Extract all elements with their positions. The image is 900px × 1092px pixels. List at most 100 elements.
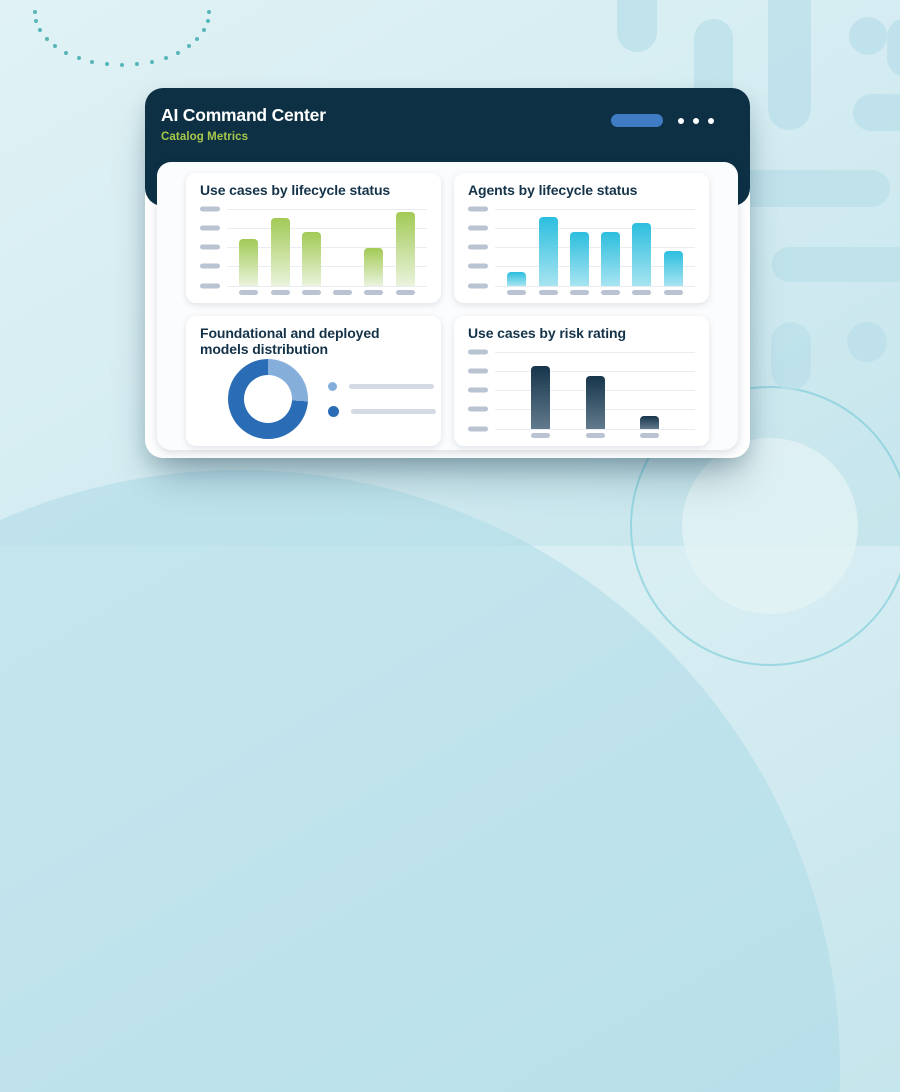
legend-dot [328, 405, 339, 417]
bar [585, 376, 605, 429]
arc-dot-decor [207, 10, 211, 14]
y-axis-tick-dash [200, 206, 220, 212]
arc-dot-decor [90, 59, 95, 64]
content-sheet: Use cases by lifecycle status Agents by l… [157, 162, 738, 450]
plot-column [227, 208, 427, 295]
capsule-decor [772, 247, 900, 282]
y-axis-tick-dash [200, 283, 220, 289]
arc-dot-decor [33, 10, 37, 14]
y-axis-tick-dash [200, 225, 220, 231]
header-pill-button[interactable] [611, 114, 663, 127]
card-title: Use cases by lifecycle status [200, 182, 391, 198]
arc-dot-decor [64, 50, 69, 55]
bar [395, 211, 415, 286]
legend-dot [328, 381, 337, 391]
y-axis-tick-dash [200, 244, 220, 250]
menu-dot [678, 117, 684, 124]
arc-dot-decor [149, 59, 154, 64]
bar [632, 222, 652, 286]
gridline [227, 247, 427, 249]
bar [301, 231, 321, 286]
arc-dot-decor [175, 50, 180, 55]
card-title: Use cases by risk rating [468, 325, 626, 341]
y-axis-tick-dash [468, 426, 488, 432]
gridline [495, 227, 695, 229]
circle-decor [849, 17, 887, 55]
y-axis [468, 206, 488, 289]
menu-dot [693, 117, 699, 124]
bar [239, 239, 259, 286]
arc-dot-decor [186, 44, 191, 49]
bar-chart [468, 206, 695, 295]
arc-dot-decor [53, 44, 58, 49]
plot-area [495, 208, 695, 287]
x-axis [227, 289, 427, 295]
arc-dot-decor [195, 36, 200, 41]
capsule-decor [617, 0, 657, 52]
x-axis-label-dash [632, 289, 652, 295]
x-axis [495, 289, 695, 295]
donut-chart [228, 359, 308, 440]
x-axis-label-dash [507, 289, 527, 295]
x-axis-label-dash [395, 289, 415, 295]
x-axis-label-dash [585, 432, 605, 438]
card-agents-by-lifecycle-status: Agents by lifecycle status [454, 173, 709, 303]
menu-dot [708, 117, 714, 124]
circle-decor [847, 322, 887, 362]
bar [640, 415, 660, 429]
x-axis-label-dash [538, 289, 558, 295]
bar [569, 231, 589, 286]
x-axis-label-dash [569, 289, 589, 295]
gridline [495, 247, 695, 249]
arc-dot-decor [120, 63, 124, 67]
bottom-left-circle-decor [0, 470, 840, 1092]
x-axis-label-dash [333, 289, 353, 295]
bars-group [495, 209, 695, 286]
y-axis-tick-dash [468, 368, 488, 374]
card-title: Foundational and deployed models distrib… [200, 325, 380, 357]
gridline [495, 351, 695, 353]
bar [507, 271, 527, 286]
legend-item [328, 405, 436, 417]
bar-chart [468, 349, 695, 438]
donut-legend [328, 381, 436, 417]
x-axis-label-dash [601, 289, 621, 295]
gridline [495, 370, 695, 372]
y-axis [200, 206, 220, 289]
page-subtitle: Catalog Metrics [161, 131, 249, 143]
x-axis-label-dash [530, 432, 550, 438]
plot-column [495, 351, 695, 438]
x-axis-label-dash [364, 289, 384, 295]
card-use-cases-by-risk-rating: Use cases by risk rating [454, 316, 709, 446]
y-axis-tick-dash [468, 225, 488, 231]
plot-area [495, 351, 695, 430]
bar [538, 217, 558, 286]
bottom-right-filled-circle-decor [682, 438, 858, 614]
capsule-decor [735, 170, 890, 207]
bar [663, 251, 683, 286]
y-axis-tick-dash [468, 349, 488, 355]
bars-group [227, 209, 427, 286]
legend-item [328, 381, 436, 391]
bars-group [495, 352, 695, 429]
x-axis-label-dash [301, 289, 321, 295]
y-axis-tick-dash [468, 244, 488, 250]
bar [364, 247, 384, 286]
donut-chart-row [200, 359, 436, 440]
bar [601, 231, 621, 286]
plot-column [495, 208, 695, 295]
arc-dot-decor [76, 55, 81, 60]
arc-dot-decor [201, 28, 206, 33]
gridline [227, 266, 427, 268]
capsule-decor [771, 322, 811, 390]
gridline [227, 208, 427, 210]
gridline [227, 285, 427, 287]
header-controls [611, 114, 714, 127]
card-title: Agents by lifecycle status [468, 182, 638, 198]
bar [270, 217, 290, 286]
y-axis [468, 349, 488, 432]
ellipsis-menu-icon[interactable] [678, 117, 714, 124]
dashboard-window: AI Command Center Catalog Metrics Use ca… [145, 88, 750, 458]
y-axis-tick-dash [468, 283, 488, 289]
capsule-decor [887, 18, 900, 77]
